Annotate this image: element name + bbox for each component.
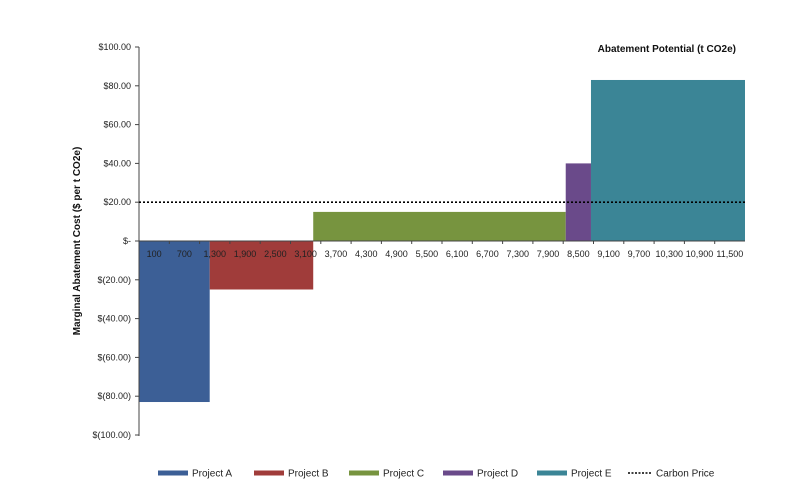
y-tick-label: $- xyxy=(123,236,131,246)
y-tick-label: $60.00 xyxy=(103,120,131,130)
x-tick-label: 6,100 xyxy=(446,249,469,259)
x-tick-label: 6,700 xyxy=(476,249,499,259)
x-tick-label: 1,900 xyxy=(234,249,257,259)
legend-project-d-swatch xyxy=(443,470,473,476)
bar-project-c xyxy=(313,211,566,241)
x-tick-label: 8,500 xyxy=(567,249,590,259)
bar-project-d xyxy=(565,163,591,241)
chart-title: Abatement Potential (t CO2e) xyxy=(598,44,736,55)
x-tick-label: 9,700 xyxy=(628,249,651,259)
y-tick-label: $(40.00) xyxy=(97,314,131,324)
x-tick-label: 4,900 xyxy=(385,249,408,259)
legend-project-a-label: Project A xyxy=(192,469,232,480)
x-tick-label: 100 xyxy=(147,249,162,259)
x-tick-label: 700 xyxy=(177,249,192,259)
y-axis-title: Marginal Abatement Cost ($ per t CO2e) xyxy=(72,147,83,336)
x-tick-label: 11,500 xyxy=(716,249,743,259)
x-tick-label: 2,500 xyxy=(264,249,287,259)
y-tick-label: $(80.00) xyxy=(97,391,131,401)
legend-project-b-label: Project B xyxy=(288,469,329,480)
y-tick-label: $80.00 xyxy=(103,81,131,91)
y-tick-label: $(60.00) xyxy=(97,352,131,362)
x-tick-label: 10,900 xyxy=(686,249,714,259)
legend-project-d-label: Project D xyxy=(477,469,518,480)
plot-area: $100.00 $80.00 $60.00 $40.00 $20.00 $- $(20.00… xyxy=(92,42,747,440)
x-tick-label: 3,700 xyxy=(325,249,348,259)
x-tick-label: 5,500 xyxy=(416,249,439,259)
x-tick-label: 7,900 xyxy=(537,249,560,259)
y-tick-label: $20.00 xyxy=(103,197,131,207)
y-tick-label: $40.00 xyxy=(103,158,131,168)
bar-project-b xyxy=(209,241,314,290)
x-tick-label: 9,100 xyxy=(597,249,620,259)
legend-project-b-swatch xyxy=(254,470,284,476)
bar-project-a xyxy=(139,241,210,403)
legend-carbon-price-label: Carbon Price xyxy=(656,469,715,480)
x-tick-label: 1,300 xyxy=(203,249,226,259)
legend: Project A Project B Project C Project D Proj… xyxy=(158,469,715,480)
y-tick-label: $(100.00) xyxy=(92,430,131,440)
y-tick-label: $100.00 xyxy=(98,42,131,52)
legend-project-c-label: Project C xyxy=(383,469,424,480)
x-tick-label: 3,100 xyxy=(294,249,317,259)
x-tick-label: 10,300 xyxy=(655,249,683,259)
x-tick-label: 4,300 xyxy=(355,249,378,259)
bar-project-e xyxy=(590,79,745,241)
legend-project-c-swatch xyxy=(349,470,379,476)
y-tick-label: $(20.00) xyxy=(97,275,131,285)
legend-project-e-swatch xyxy=(537,470,567,476)
legend-project-e-label: Project E xyxy=(571,469,612,480)
x-tick-label: 7,300 xyxy=(506,249,529,259)
legend-project-a-swatch xyxy=(158,470,188,476)
